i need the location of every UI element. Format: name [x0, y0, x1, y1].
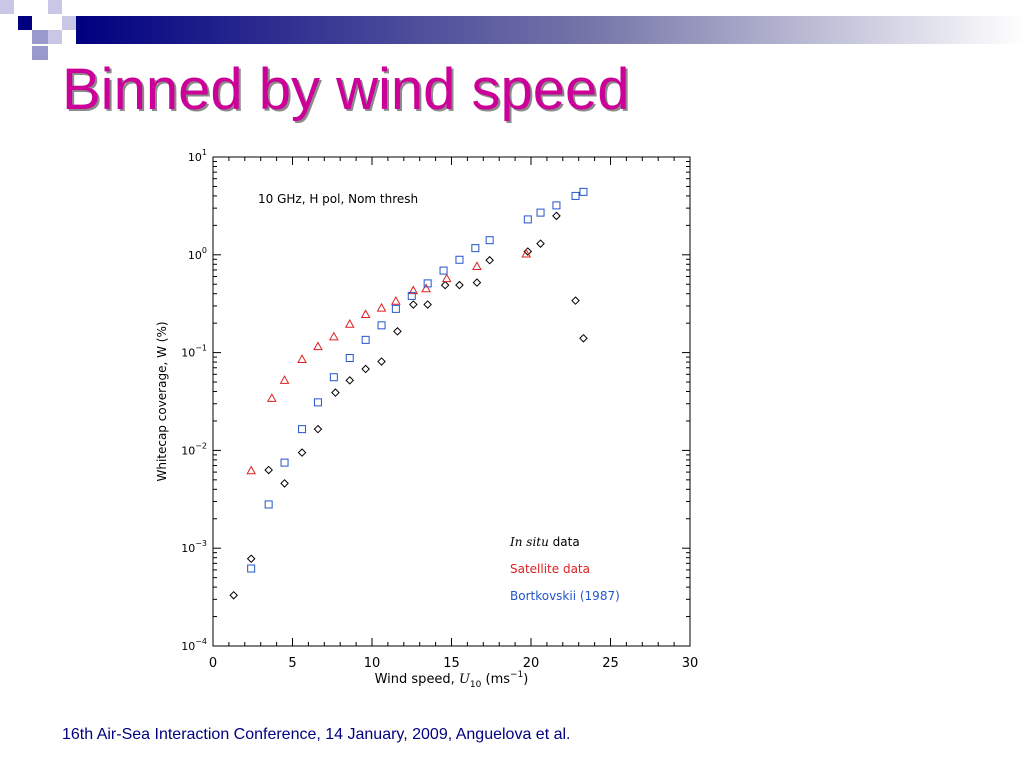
x-tick-label: 15 — [443, 656, 460, 671]
data-point-square — [247, 564, 256, 573]
y-tick-label: 101 — [188, 148, 207, 164]
slide-footer: 16th Air-Sea Interaction Conference, 14 … — [62, 726, 571, 743]
data-point-diamond — [377, 357, 386, 366]
data-point-triangle — [313, 341, 323, 351]
y-axis-label: Whitecap coverage, W (%) — [155, 321, 169, 481]
data-point-square — [345, 354, 354, 363]
data-point-square — [536, 208, 545, 217]
data-point-triangle — [266, 393, 277, 402]
data-point-diamond — [229, 590, 238, 600]
data-point-square — [423, 279, 432, 288]
data-point-diamond — [485, 255, 494, 265]
data-point-square — [571, 191, 580, 200]
data-point-square — [485, 236, 494, 245]
data-point-diamond — [455, 280, 464, 290]
x-tick-label: 5 — [288, 656, 296, 671]
data-point-square — [471, 244, 480, 253]
data-point-square — [329, 373, 338, 382]
data-point-triangle — [246, 465, 257, 475]
data-point-square — [455, 255, 464, 264]
y-tick-label: 100 — [188, 246, 207, 262]
data-point-triangle — [279, 375, 290, 384]
data-point-square — [313, 398, 322, 407]
data-point-diamond — [440, 280, 450, 290]
data-point-diamond — [246, 554, 256, 564]
data-point-square — [264, 500, 273, 509]
data-point-square — [361, 335, 370, 344]
data-point-square — [280, 458, 289, 467]
data-point-diamond — [536, 239, 545, 248]
data-point-diamond — [409, 300, 418, 309]
data-point-square — [377, 321, 386, 330]
data-point-diamond — [393, 327, 402, 336]
data-point-triangle — [376, 302, 387, 312]
data-point-triangle — [408, 285, 419, 295]
data-point-square — [523, 215, 532, 224]
x-tick-label: 0 — [209, 656, 217, 671]
data-point-square — [552, 201, 561, 210]
y-tick-label: 10−4 — [181, 637, 207, 653]
chart-annotation: 10 GHz, H pol, Nom thresh — [258, 192, 418, 206]
data-point-diamond — [345, 376, 355, 385]
data-point-diamond — [280, 479, 289, 488]
data-point-diamond — [571, 296, 580, 305]
data-point-triangle — [421, 283, 431, 293]
data-point-diamond — [297, 448, 307, 457]
x-tick-label: 10 — [364, 656, 381, 671]
data-point-square — [439, 266, 448, 275]
data-point-triangle — [360, 309, 371, 319]
data-point-triangle — [344, 319, 355, 328]
data-point-diamond — [423, 300, 432, 309]
data-point-triangle — [441, 273, 452, 283]
data-point-diamond — [331, 388, 340, 397]
data-point-square — [579, 187, 588, 196]
data-point-triangle — [521, 248, 532, 258]
data-point-diamond — [361, 364, 370, 374]
data-point-triangle — [391, 296, 401, 305]
data-point-diamond — [264, 465, 273, 475]
title-banner-decoration — [0, 0, 1024, 60]
data-point-diamond — [313, 424, 323, 434]
data-point-triangle — [328, 331, 339, 341]
x-axis-label: Wind speed, U10 (ms−1) — [375, 670, 529, 690]
data-point-triangle — [472, 261, 482, 270]
x-tick-label: 30 — [682, 656, 699, 671]
data-point-triangle — [297, 354, 307, 364]
data-point-diamond — [552, 211, 561, 221]
data-point-diamond — [472, 278, 482, 287]
data-point-square — [391, 304, 400, 313]
x-tick-label: 25 — [602, 656, 619, 671]
data-point-square — [298, 425, 307, 434]
y-tick-label: 10−1 — [181, 344, 207, 360]
slide-title: Binned by wind speed — [62, 57, 630, 122]
plot-frame — [212, 156, 691, 647]
y-tick-label: 10−2 — [181, 441, 207, 457]
data-point-diamond — [579, 334, 588, 343]
legend-entry: In situ data — [509, 535, 580, 549]
data-point-square — [407, 291, 416, 300]
x-tick-label: 20 — [523, 656, 540, 671]
legend-entry: Satellite data — [510, 562, 590, 576]
y-tick-label: 10−3 — [181, 539, 207, 555]
legend-entry: Bortkovskii (1987) — [510, 589, 620, 603]
